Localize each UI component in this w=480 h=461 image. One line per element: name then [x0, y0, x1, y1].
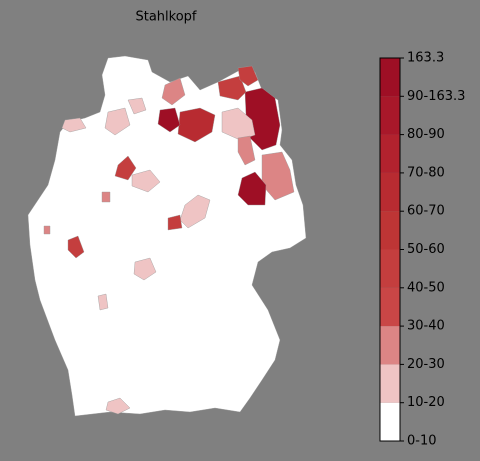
colorbar-band	[380, 58, 400, 97]
colorbar-label: 80-90	[407, 127, 445, 142]
map-title: Stahlkopf	[135, 10, 196, 25]
region	[67, 235, 85, 259]
region	[97, 293, 109, 311]
colorbar-label: 0-10	[407, 434, 437, 449]
region	[167, 214, 183, 231]
region	[104, 107, 131, 136]
region	[177, 107, 216, 143]
region	[61, 117, 87, 133]
region	[157, 107, 181, 133]
region	[43, 225, 51, 235]
colorbar-label: 90-163.3	[407, 89, 465, 104]
colorbar-band	[380, 172, 400, 212]
colorbar-band	[380, 287, 400, 327]
colorbar-band	[380, 96, 400, 135]
colorbar-label: 10-20	[407, 395, 445, 410]
colorbar-band	[380, 326, 400, 365]
germany-map	[27, 55, 307, 417]
region	[105, 397, 131, 415]
colorbar-label: 163.3	[407, 51, 444, 66]
region	[237, 135, 256, 166]
colorbar-band	[380, 211, 400, 250]
colorbar-label: 60-70	[407, 204, 445, 219]
colorbar-label: 30-40	[407, 319, 445, 334]
region	[237, 65, 259, 87]
region	[131, 169, 161, 193]
colorbar-band	[380, 402, 400, 441]
colorbar: 0-10 10-20 20-30 30-40 40-50 50-60 60-70 70-80 8…	[379, 51, 465, 449]
region	[127, 97, 147, 115]
colorbar-band	[380, 134, 400, 173]
colorbar-label: 70-80	[407, 165, 445, 180]
region	[133, 257, 157, 281]
region	[114, 155, 137, 181]
colorbar-label: 50-60	[407, 242, 445, 257]
colorbar-label: 20-30	[407, 357, 445, 372]
region	[101, 191, 111, 203]
region	[161, 77, 186, 106]
colorbar-label: 40-50	[407, 280, 445, 295]
colorbar-band	[380, 249, 400, 288]
colorbar-band	[380, 364, 400, 403]
region	[217, 75, 247, 101]
region	[221, 107, 256, 141]
region	[237, 171, 267, 206]
